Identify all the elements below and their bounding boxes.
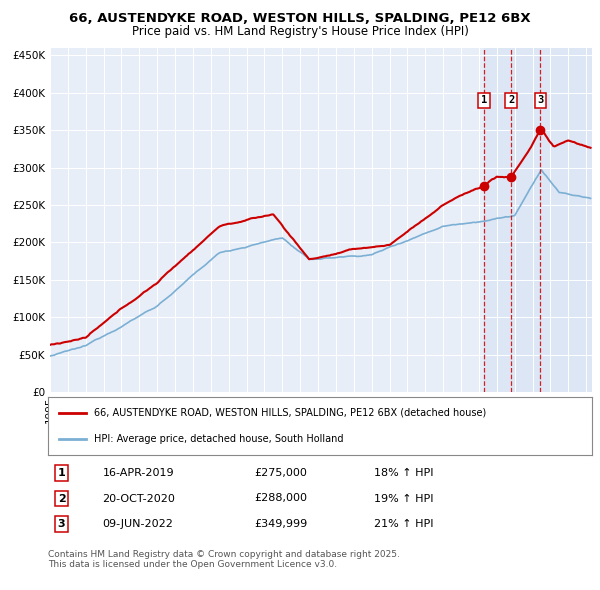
Text: 2: 2 — [58, 493, 65, 503]
Text: 09-JUN-2022: 09-JUN-2022 — [103, 519, 173, 529]
Text: 18% ↑ HPI: 18% ↑ HPI — [374, 468, 434, 478]
Text: 66, AUSTENDYKE ROAD, WESTON HILLS, SPALDING, PE12 6BX (detached house): 66, AUSTENDYKE ROAD, WESTON HILLS, SPALD… — [94, 408, 487, 418]
Text: 20-OCT-2020: 20-OCT-2020 — [103, 493, 175, 503]
Text: HPI: Average price, detached house, South Holland: HPI: Average price, detached house, Sout… — [94, 434, 344, 444]
Text: £275,000: £275,000 — [255, 468, 308, 478]
Bar — [484, 48, 592, 392]
Text: Contains HM Land Registry data © Crown copyright and database right 2025.
This d: Contains HM Land Registry data © Crown c… — [48, 550, 400, 569]
Text: 21% ↑ HPI: 21% ↑ HPI — [374, 519, 434, 529]
Text: 1: 1 — [58, 468, 65, 478]
Text: 19% ↑ HPI: 19% ↑ HPI — [374, 493, 434, 503]
Text: £288,000: £288,000 — [255, 493, 308, 503]
Text: 3: 3 — [537, 96, 544, 106]
Text: 3: 3 — [58, 519, 65, 529]
Text: Price paid vs. HM Land Registry's House Price Index (HPI): Price paid vs. HM Land Registry's House … — [131, 25, 469, 38]
Text: £349,999: £349,999 — [255, 519, 308, 529]
Text: 1: 1 — [481, 96, 487, 106]
Text: 16-APR-2019: 16-APR-2019 — [103, 468, 174, 478]
Text: 66, AUSTENDYKE ROAD, WESTON HILLS, SPALDING, PE12 6BX: 66, AUSTENDYKE ROAD, WESTON HILLS, SPALD… — [69, 12, 531, 25]
Text: 2: 2 — [508, 96, 514, 106]
